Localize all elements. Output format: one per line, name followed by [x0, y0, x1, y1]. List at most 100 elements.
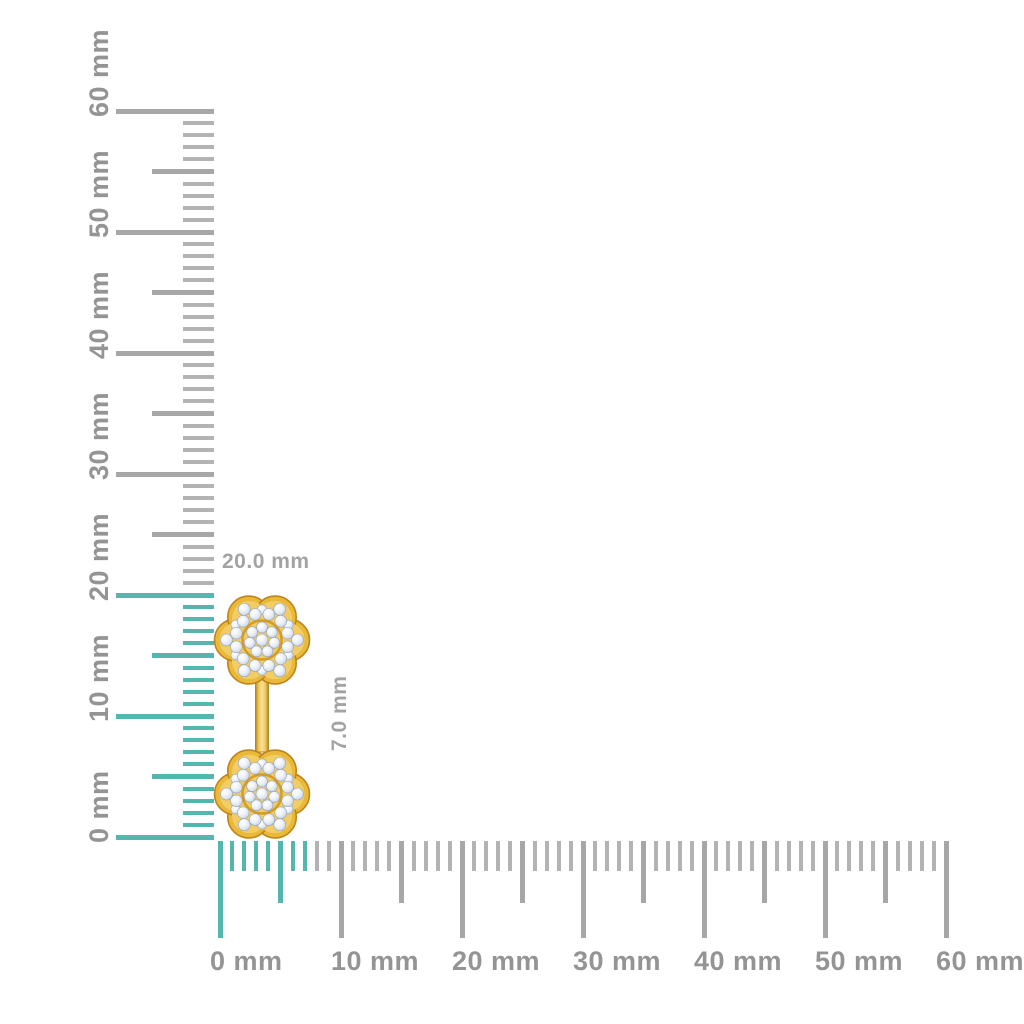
v-tick-32mm — [183, 447, 214, 452]
h-tick-9mm — [326, 841, 331, 871]
earring-bar — [255, 679, 269, 753]
h-ruler-label-40mm: 40 mm — [694, 946, 783, 976]
diamond-stone — [281, 794, 294, 808]
v-ruler-label-10mm: 10 mm — [84, 633, 114, 722]
diamond-stone — [273, 602, 287, 616]
height-dimension-label: 20.0 mm — [222, 550, 310, 573]
v-tick-55mm — [152, 169, 214, 174]
h-tick-59mm — [931, 841, 936, 871]
v-tick-22mm — [183, 568, 214, 573]
v-tick-25mm — [152, 532, 214, 537]
v-tick-52mm — [183, 205, 214, 210]
h-tick-22mm — [484, 841, 489, 871]
v-tick-45mm — [152, 290, 214, 295]
diamond-stone — [274, 806, 287, 819]
v-tick-58mm — [183, 133, 214, 138]
diamond-stone — [243, 636, 256, 649]
h-tick-45mm — [762, 841, 767, 903]
v-tick-34mm — [183, 423, 214, 428]
v-tick-43mm — [183, 314, 214, 319]
h-tick-1mm — [230, 841, 235, 871]
h-tick-32mm — [605, 841, 610, 871]
h-tick-3mm — [254, 841, 259, 871]
v-tick-50mm — [116, 229, 214, 235]
v-tick-10mm — [116, 713, 214, 719]
diamond-stone — [256, 621, 268, 634]
diamond-stone — [274, 615, 287, 628]
diamond-stone — [237, 756, 251, 770]
v-ruler-label-20mm: 20 mm — [84, 512, 114, 601]
cluster-ring — [241, 773, 283, 815]
v-tick-26mm — [183, 520, 214, 525]
h-tick-31mm — [593, 841, 598, 871]
h-tick-53mm — [859, 841, 864, 871]
h-tick-27mm — [544, 841, 549, 871]
v-tick-0mm — [116, 834, 214, 840]
h-tick-49mm — [810, 841, 815, 871]
diamond-stone — [237, 602, 251, 616]
v-tick-53mm — [183, 193, 214, 198]
v-tick-60mm — [116, 108, 214, 114]
h-ruler-label-0mm: 0 mm — [210, 946, 283, 976]
diamond-stone — [274, 652, 287, 665]
v-tick-44mm — [183, 302, 214, 307]
diamond-stone — [256, 775, 268, 788]
earring-product-image — [213, 595, 311, 839]
h-ruler-label-10mm: 10 mm — [331, 946, 420, 976]
v-tick-54mm — [183, 181, 214, 186]
h-tick-40mm — [701, 841, 707, 938]
v-tick-15mm — [152, 653, 214, 658]
diamond-stone — [246, 626, 258, 638]
diamond-stone — [248, 659, 262, 672]
v-tick-31mm — [183, 459, 214, 464]
h-tick-52mm — [847, 841, 852, 871]
v-ruler-label-40mm: 40 mm — [84, 270, 114, 359]
h-tick-56mm — [895, 841, 900, 871]
h-tick-41mm — [714, 841, 719, 871]
h-tick-54mm — [871, 841, 876, 871]
diamond-stone — [262, 659, 276, 672]
earring-art-group — [213, 595, 311, 839]
diamond-stone — [281, 626, 294, 640]
diamond-stone — [220, 787, 233, 801]
v-tick-27mm — [183, 508, 214, 513]
diamond-stone — [248, 813, 262, 826]
diamond-stone — [237, 652, 250, 665]
h-tick-19mm — [447, 841, 452, 871]
h-tick-28mm — [556, 841, 561, 871]
h-tick-5mm — [278, 841, 283, 903]
v-tick-30mm — [116, 471, 214, 477]
h-tick-7mm — [302, 841, 307, 871]
diamond-stone — [268, 791, 281, 803]
v-tick-36mm — [183, 399, 214, 404]
h-tick-43mm — [738, 841, 743, 871]
cluster-ring — [241, 619, 283, 661]
h-tick-8mm — [314, 841, 319, 871]
diamond-stone — [248, 608, 262, 621]
diamond-stone — [230, 626, 243, 640]
diamond-stone — [246, 780, 258, 792]
h-tick-42mm — [726, 841, 731, 871]
diamond-stone — [255, 787, 269, 801]
diamond-stone — [291, 633, 304, 647]
h-tick-10mm — [338, 841, 344, 938]
diamond-stone — [262, 762, 276, 775]
h-tick-34mm — [629, 841, 634, 871]
h-tick-60mm — [943, 841, 949, 938]
diamond-stone — [266, 626, 278, 638]
v-tick-33mm — [183, 435, 214, 440]
diamond-stone — [273, 664, 287, 678]
h-tick-36mm — [653, 841, 658, 871]
diamond-stone — [274, 769, 287, 782]
diamond-stone — [237, 615, 250, 628]
diamond-stone — [268, 636, 281, 649]
v-tick-24mm — [183, 544, 214, 549]
v-tick-21mm — [183, 580, 214, 585]
diamond-stone — [262, 813, 276, 826]
width-dimension-label: 7.0 mm — [328, 675, 351, 751]
h-tick-12mm — [363, 841, 368, 871]
v-ruler-label-30mm: 30 mm — [84, 391, 114, 480]
v-tick-29mm — [183, 484, 214, 489]
v-tick-5mm — [152, 774, 214, 779]
